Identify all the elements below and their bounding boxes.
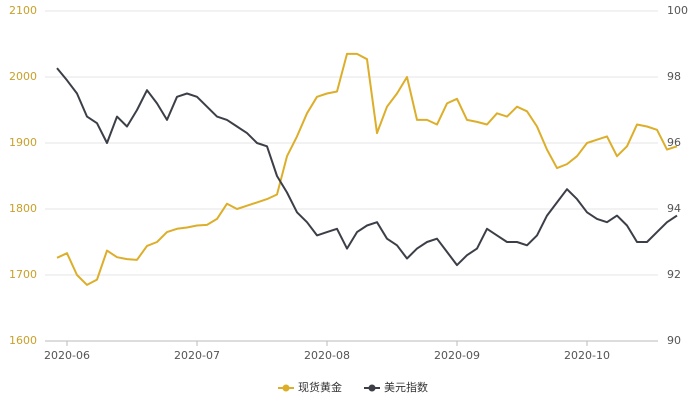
y-tick-label: 1600	[9, 334, 37, 347]
x-tick-label: 2020-07	[174, 349, 220, 362]
y-tick-label: 1900	[9, 136, 37, 149]
legend-marker	[282, 384, 290, 392]
legend-marker	[368, 384, 376, 392]
x-tick-label: 2020-09	[434, 349, 480, 362]
y2-tick-label: 92	[667, 268, 681, 281]
x-tick-label: 2020-08	[304, 349, 350, 362]
y-tick-label: 2000	[9, 70, 37, 83]
y-tick-label: 1800	[9, 202, 37, 215]
legend: 现货黄金 美元指数	[278, 380, 428, 394]
x-tick-label: 2020-10	[564, 349, 610, 362]
y2-tick-label: 94	[667, 202, 681, 215]
y-tick-label: 1700	[9, 268, 37, 281]
y2-tick-label: 98	[667, 70, 681, 83]
x-tick-label: 2020-06	[44, 349, 90, 362]
legend-label: 美元指数	[384, 380, 428, 394]
y-tick-label: 2100	[9, 4, 37, 17]
line-series	[56, 52, 678, 286]
line-series	[56, 67, 678, 267]
legend-label: 现货黄金	[298, 380, 342, 394]
y2-tick-label: 100	[667, 4, 688, 17]
y2-tick-label: 96	[667, 136, 681, 149]
y2-tick-label: 90	[667, 334, 681, 347]
